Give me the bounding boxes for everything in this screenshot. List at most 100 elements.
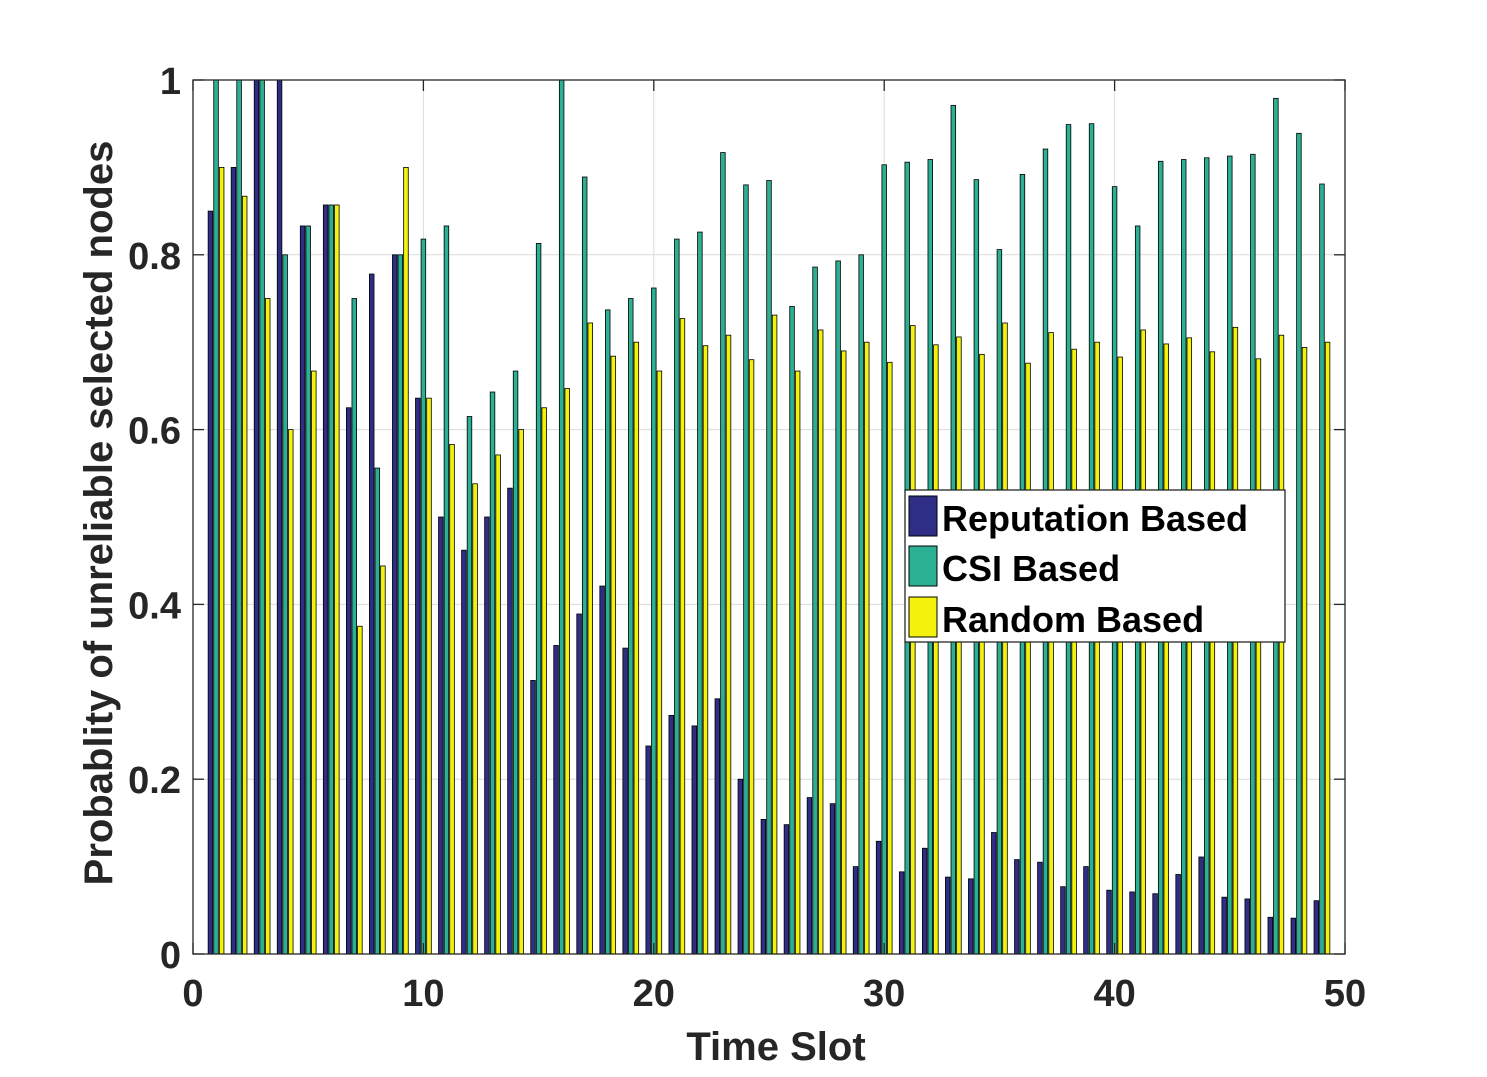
bar-random-4 bbox=[288, 429, 294, 955]
bar-csi-23 bbox=[720, 152, 726, 955]
x-tick-label: 30 bbox=[863, 973, 905, 1015]
bar-random-16 bbox=[564, 388, 570, 955]
bar-csi-25 bbox=[766, 180, 772, 955]
bar-random-17 bbox=[587, 322, 593, 955]
bar-reputation-5 bbox=[299, 225, 306, 955]
bar-random-6 bbox=[334, 204, 340, 955]
bar-reputation-7 bbox=[345, 407, 352, 955]
y-tick-label: 0.6 bbox=[128, 411, 181, 453]
bar-reputation-49 bbox=[1313, 900, 1320, 955]
legend-label-random: Random Based bbox=[942, 599, 1204, 640]
bar-reputation-31 bbox=[898, 871, 905, 955]
bar-random-47 bbox=[1278, 334, 1285, 955]
legend-swatch-random bbox=[908, 596, 938, 638]
bar-csi-27 bbox=[812, 266, 818, 955]
bar-reputation-24 bbox=[737, 778, 744, 955]
legend: Reputation Based CSI Based Random Based bbox=[904, 489, 1286, 643]
bar-csi-24 bbox=[743, 184, 749, 955]
bar-random-33 bbox=[956, 336, 962, 955]
bar-reputation-20 bbox=[645, 745, 651, 955]
bar-reputation-23 bbox=[714, 698, 721, 955]
bar-reputation-3 bbox=[253, 79, 260, 955]
bar-reputation-46 bbox=[1244, 898, 1250, 955]
bar-reputation-42 bbox=[1152, 893, 1158, 955]
bar-reputation-17 bbox=[576, 613, 582, 955]
bar-random-36 bbox=[1025, 362, 1031, 955]
bar-random-39 bbox=[1094, 341, 1100, 955]
bar-reputation-1 bbox=[207, 210, 214, 955]
bar-random-13 bbox=[495, 454, 501, 955]
bar-csi-26 bbox=[789, 305, 795, 955]
x-axis-label: Time Slot bbox=[686, 1025, 865, 1069]
bar-reputation-14 bbox=[507, 487, 513, 955]
bar-csi-12 bbox=[466, 416, 473, 955]
bar-reputation-44 bbox=[1198, 856, 1204, 955]
bar-reputation-27 bbox=[806, 797, 813, 955]
bar-random-37 bbox=[1048, 332, 1054, 955]
bar-csi-9 bbox=[397, 254, 404, 955]
bar-csi-10 bbox=[420, 238, 427, 955]
bar-reputation-37 bbox=[1037, 861, 1043, 955]
bar-csi-5 bbox=[305, 225, 311, 955]
y-tick-label: 0.8 bbox=[128, 236, 181, 278]
bar-csi-13 bbox=[489, 391, 496, 955]
bar-csi-19 bbox=[628, 298, 634, 955]
bar-random-26 bbox=[794, 370, 801, 955]
bar-random-18 bbox=[610, 355, 617, 955]
bar-reputation-45 bbox=[1221, 896, 1227, 955]
legend-swatch-csi bbox=[908, 545, 938, 587]
bar-random-9 bbox=[403, 166, 409, 955]
bar-random-8 bbox=[380, 565, 386, 955]
bar-random-30 bbox=[887, 361, 893, 955]
bar-random-29 bbox=[864, 341, 870, 955]
bar-random-27 bbox=[817, 329, 824, 955]
bar-random-49 bbox=[1324, 341, 1331, 955]
bar-reputation-18 bbox=[599, 585, 605, 955]
x-tick-label: 10 bbox=[402, 973, 444, 1015]
legend-label-reputation: Reputation Based bbox=[942, 498, 1248, 539]
bar-csi-1 bbox=[213, 79, 219, 955]
bar-random-22 bbox=[702, 345, 709, 955]
bar-random-20 bbox=[656, 370, 663, 955]
bar-random-12 bbox=[472, 483, 478, 955]
y-tick-label: 0.2 bbox=[128, 760, 181, 802]
tick-labels: 0 10 20 30 40 50 0 0.2 0.4 0.6 0.8 1 bbox=[128, 61, 1366, 1015]
bar-reputation-41 bbox=[1129, 891, 1135, 955]
bar-reputation-36 bbox=[1014, 859, 1020, 955]
bar-reputation-8 bbox=[369, 273, 375, 955]
bar-csi-17 bbox=[581, 176, 588, 955]
x-tick-label: 0 bbox=[182, 973, 203, 1015]
bar-random-44 bbox=[1209, 351, 1216, 955]
legend-swatch-reputation bbox=[908, 495, 938, 537]
bar-reputation-40 bbox=[1106, 889, 1112, 955]
bar-random-48 bbox=[1301, 347, 1308, 955]
bar-reputation-22 bbox=[691, 725, 697, 955]
bar-reputation-29 bbox=[852, 866, 859, 955]
bar-reputation-16 bbox=[553, 645, 559, 955]
bar-csi-3 bbox=[259, 79, 265, 955]
bar-reputation-34 bbox=[968, 878, 974, 955]
bar-reputation-25 bbox=[760, 819, 767, 955]
bar-reputation-13 bbox=[484, 516, 490, 955]
bar-csi-48 bbox=[1296, 132, 1302, 955]
x-tick-label: 50 bbox=[1324, 973, 1366, 1015]
bar-random-24 bbox=[748, 359, 755, 955]
bar-reputation-21 bbox=[668, 715, 674, 955]
bar-csi-18 bbox=[605, 309, 611, 955]
bar-csi-29 bbox=[858, 254, 864, 955]
bar-csi-30 bbox=[881, 164, 887, 955]
bar-reputation-19 bbox=[622, 647, 628, 955]
plot-frame bbox=[192, 79, 1346, 955]
bar-random-14 bbox=[518, 429, 524, 955]
bar-random-1 bbox=[218, 166, 225, 955]
bar-reputation-10 bbox=[415, 397, 421, 955]
bar-random-32 bbox=[933, 344, 939, 955]
bar-reputation-35 bbox=[991, 832, 997, 955]
y-tick-label: 1 bbox=[160, 61, 181, 103]
x-tick-label: 20 bbox=[633, 973, 675, 1015]
bar-csi-21 bbox=[674, 238, 680, 955]
bar-random-25 bbox=[771, 314, 778, 955]
bar-csi-22 bbox=[697, 231, 703, 955]
bar-random-3 bbox=[265, 298, 271, 955]
